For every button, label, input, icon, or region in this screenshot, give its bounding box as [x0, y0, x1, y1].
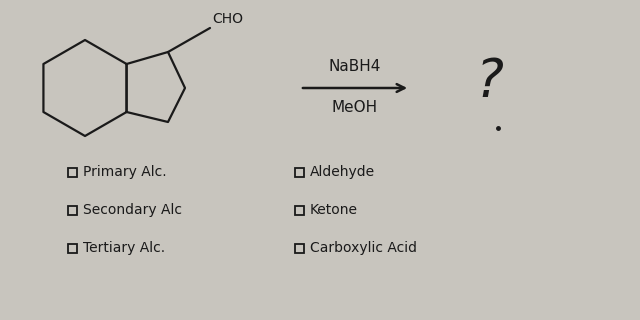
Text: Carboxylic Acid: Carboxylic Acid — [310, 241, 417, 255]
Bar — [68, 205, 77, 214]
Text: Ketone: Ketone — [310, 203, 358, 217]
Text: Secondary Alc: Secondary Alc — [83, 203, 182, 217]
Text: ?: ? — [476, 56, 504, 108]
Bar — [68, 244, 77, 252]
Bar — [68, 167, 77, 177]
Text: Tertiary Alc.: Tertiary Alc. — [83, 241, 165, 255]
Bar — [295, 205, 304, 214]
Bar — [295, 167, 304, 177]
Text: Aldehyde: Aldehyde — [310, 165, 375, 179]
Text: MeOH: MeOH — [332, 100, 378, 115]
Text: Primary Alc.: Primary Alc. — [83, 165, 166, 179]
Text: NaBH4: NaBH4 — [329, 59, 381, 74]
Text: CHO: CHO — [212, 12, 243, 26]
Bar — [295, 244, 304, 252]
